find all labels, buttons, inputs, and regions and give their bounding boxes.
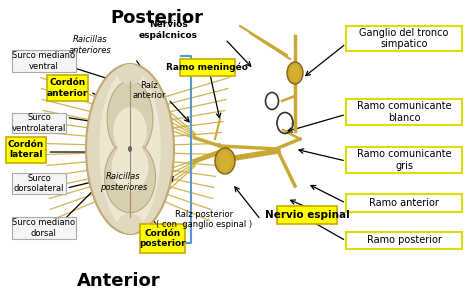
Ellipse shape xyxy=(128,146,132,152)
Bar xyxy=(140,224,185,253)
Text: Surco
dorsolateral: Surco dorsolateral xyxy=(14,174,64,193)
Text: Raíz posterior
( con  ganglio espinal ): Raíz posterior ( con ganglio espinal ) xyxy=(156,210,252,229)
Text: Nervio espinal: Nervio espinal xyxy=(264,210,349,220)
Ellipse shape xyxy=(118,64,142,84)
Ellipse shape xyxy=(104,141,155,213)
Text: Raíz
anterior: Raíz anterior xyxy=(133,81,166,100)
Bar xyxy=(346,232,462,249)
Text: Ganglio del tronco
simpatico: Ganglio del tronco simpatico xyxy=(359,28,449,49)
Text: Ramo anterior: Ramo anterior xyxy=(369,198,439,208)
Ellipse shape xyxy=(290,66,301,80)
Text: Anterior: Anterior xyxy=(77,272,160,290)
Bar xyxy=(277,206,337,224)
Text: Ramo meningéo: Ramo meningéo xyxy=(166,63,248,72)
Bar xyxy=(346,147,462,173)
Text: Surco
ventrolateral: Surco ventrolateral xyxy=(12,113,66,133)
Bar xyxy=(346,99,462,125)
Bar xyxy=(6,137,46,163)
Bar xyxy=(180,59,235,76)
Text: Cordón
posterior: Cordón posterior xyxy=(139,229,186,248)
Bar xyxy=(47,75,88,101)
Bar xyxy=(346,26,462,51)
Ellipse shape xyxy=(99,68,161,230)
Text: Cordón
anterior: Cordón anterior xyxy=(47,78,88,98)
Ellipse shape xyxy=(111,143,148,191)
Text: Ramo comunicante
blanco: Ramo comunicante blanco xyxy=(357,101,451,123)
Text: Nervios
espálcnicos: Nervios espálcnicos xyxy=(139,20,198,40)
Ellipse shape xyxy=(118,214,142,234)
Bar xyxy=(346,194,462,212)
Text: Posterior: Posterior xyxy=(110,9,203,27)
Text: Cordón
lateral: Cordón lateral xyxy=(8,140,44,160)
Text: Raicillas
anteriores: Raicillas anteriores xyxy=(69,36,111,55)
Ellipse shape xyxy=(215,148,235,174)
Bar xyxy=(12,217,76,239)
Ellipse shape xyxy=(113,107,147,155)
Ellipse shape xyxy=(86,64,174,234)
Ellipse shape xyxy=(218,151,232,170)
Bar xyxy=(12,113,66,133)
Text: Surco mediano
ventral: Surco mediano ventral xyxy=(12,51,75,71)
Bar xyxy=(12,50,76,72)
Bar xyxy=(12,173,66,194)
Text: Raicillas
posteriores: Raicillas posteriores xyxy=(100,172,147,192)
Text: Surco mediano
dorsal: Surco mediano dorsal xyxy=(12,218,75,238)
Text: Ramo posterior: Ramo posterior xyxy=(367,235,441,246)
Ellipse shape xyxy=(287,62,303,84)
Text: Ramo comunicante
gris: Ramo comunicante gris xyxy=(357,150,451,171)
Ellipse shape xyxy=(107,81,153,157)
